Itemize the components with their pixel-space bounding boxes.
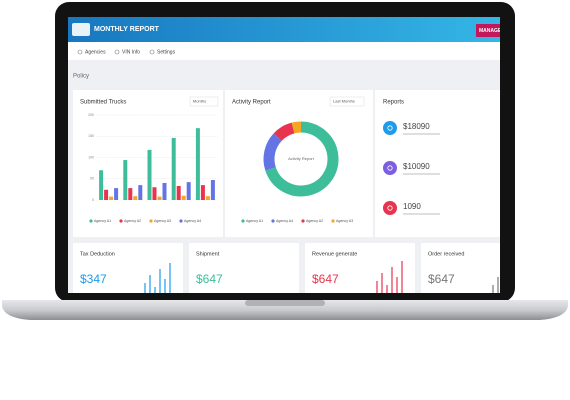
stat-title: Order received: [428, 251, 464, 257]
dropdown[interactable]: [189, 96, 219, 107]
stat-value: $647: [196, 272, 223, 286]
report-icon: [383, 201, 397, 215]
card: [225, 90, 373, 237]
bar: [123, 160, 128, 200]
report-value: 1090: [403, 202, 421, 211]
notch: [245, 300, 325, 306]
stat-value: $647: [312, 272, 339, 286]
bar: [205, 196, 210, 200]
laptop-base: [2, 300, 568, 320]
logo: [72, 23, 90, 36]
card-title: Reports: [383, 100, 404, 106]
bar: [210, 180, 215, 200]
screen: MONTHLY REPORT MANAGER Policy Agencies VI…: [68, 17, 510, 293]
stat-value: $647: [428, 272, 455, 286]
header-title: MONTHLY REPORT: [94, 26, 160, 33]
bar: [104, 189, 109, 200]
bar: [109, 196, 114, 200]
donut-segment: [265, 121, 339, 197]
bar: [157, 196, 162, 200]
card-title: Submitted Trucks: [80, 100, 126, 106]
report-icon-glyph: [387, 205, 393, 211]
nav-icon: [114, 49, 120, 55]
legend-swatch: [241, 219, 245, 223]
legend-label: Agency A1: [246, 219, 263, 223]
legend-swatch: [179, 219, 183, 223]
bar: [114, 188, 119, 200]
legend-label: Agency A4: [184, 219, 201, 223]
report-value: $18090: [403, 122, 430, 131]
donut-segment: [273, 122, 295, 142]
bar: [195, 128, 200, 200]
dropdown[interactable]: [329, 96, 365, 107]
legend-label: Agency A1: [94, 219, 111, 223]
report-value: $10090: [403, 162, 430, 171]
legend-swatch: [89, 219, 93, 223]
donut-segment: [291, 121, 302, 134]
bar: [176, 185, 181, 200]
nav-bar: [68, 42, 500, 60]
bar: [200, 185, 205, 200]
report-icon-glyph: [387, 125, 393, 131]
y-tick-label: 150: [88, 134, 94, 138]
nav-item[interactable]: VIN Info: [122, 49, 140, 55]
bar: [133, 196, 138, 200]
bar: [128, 188, 133, 200]
bar: [171, 137, 176, 200]
dropdown-label[interactable]: Months: [193, 99, 206, 104]
breadcrumb: Policy: [73, 74, 89, 80]
bar: [152, 187, 157, 200]
legend-label: Agency A2: [124, 219, 141, 223]
y-tick-label: 100: [88, 155, 94, 159]
y-tick-label: 200: [88, 113, 94, 117]
legend-swatch: [119, 219, 123, 223]
y-tick-label: 0: [92, 198, 94, 202]
dropdown-label[interactable]: Last Months: [333, 99, 355, 104]
bar: [181, 195, 186, 200]
nav-item[interactable]: Agencies: [85, 49, 106, 55]
nav-icon: [77, 49, 83, 55]
bar: [186, 182, 191, 200]
legend-swatch: [331, 219, 335, 223]
legend-label: Agency A4: [276, 219, 293, 223]
donut-segment: [263, 133, 282, 171]
stat-title: Shipment: [196, 251, 220, 257]
donut-center-label: Activity Report: [288, 156, 315, 161]
header: [68, 17, 500, 42]
legend-label: Agency A3: [154, 219, 171, 223]
legend-swatch: [271, 219, 275, 223]
card: [375, 90, 500, 237]
legend-swatch: [149, 219, 153, 223]
manage-button[interactable]: [476, 24, 510, 37]
stat-title: Tax Deduction: [80, 251, 115, 257]
nav-icon: [149, 49, 155, 55]
y-tick-label: 50: [90, 177, 94, 181]
card-title: Activity Report: [232, 100, 271, 106]
nav-item[interactable]: Settings: [157, 49, 176, 55]
report-icon: [383, 121, 397, 135]
report-icon-glyph: [387, 165, 393, 171]
stat-title: Revenue generate: [312, 251, 357, 257]
legend-swatch: [301, 219, 305, 223]
bar: [162, 183, 167, 200]
legend-label: Agency A2: [306, 219, 323, 223]
stat-value: $347: [80, 272, 107, 286]
stat-card: [421, 243, 500, 293]
button-label[interactable]: MANAGER: [479, 28, 505, 34]
bar: [99, 170, 104, 200]
bar: [147, 149, 152, 200]
bar: [138, 185, 143, 200]
stat-card: [189, 243, 299, 293]
report-icon: [383, 161, 397, 175]
legend-label: Agency A3: [336, 219, 353, 223]
